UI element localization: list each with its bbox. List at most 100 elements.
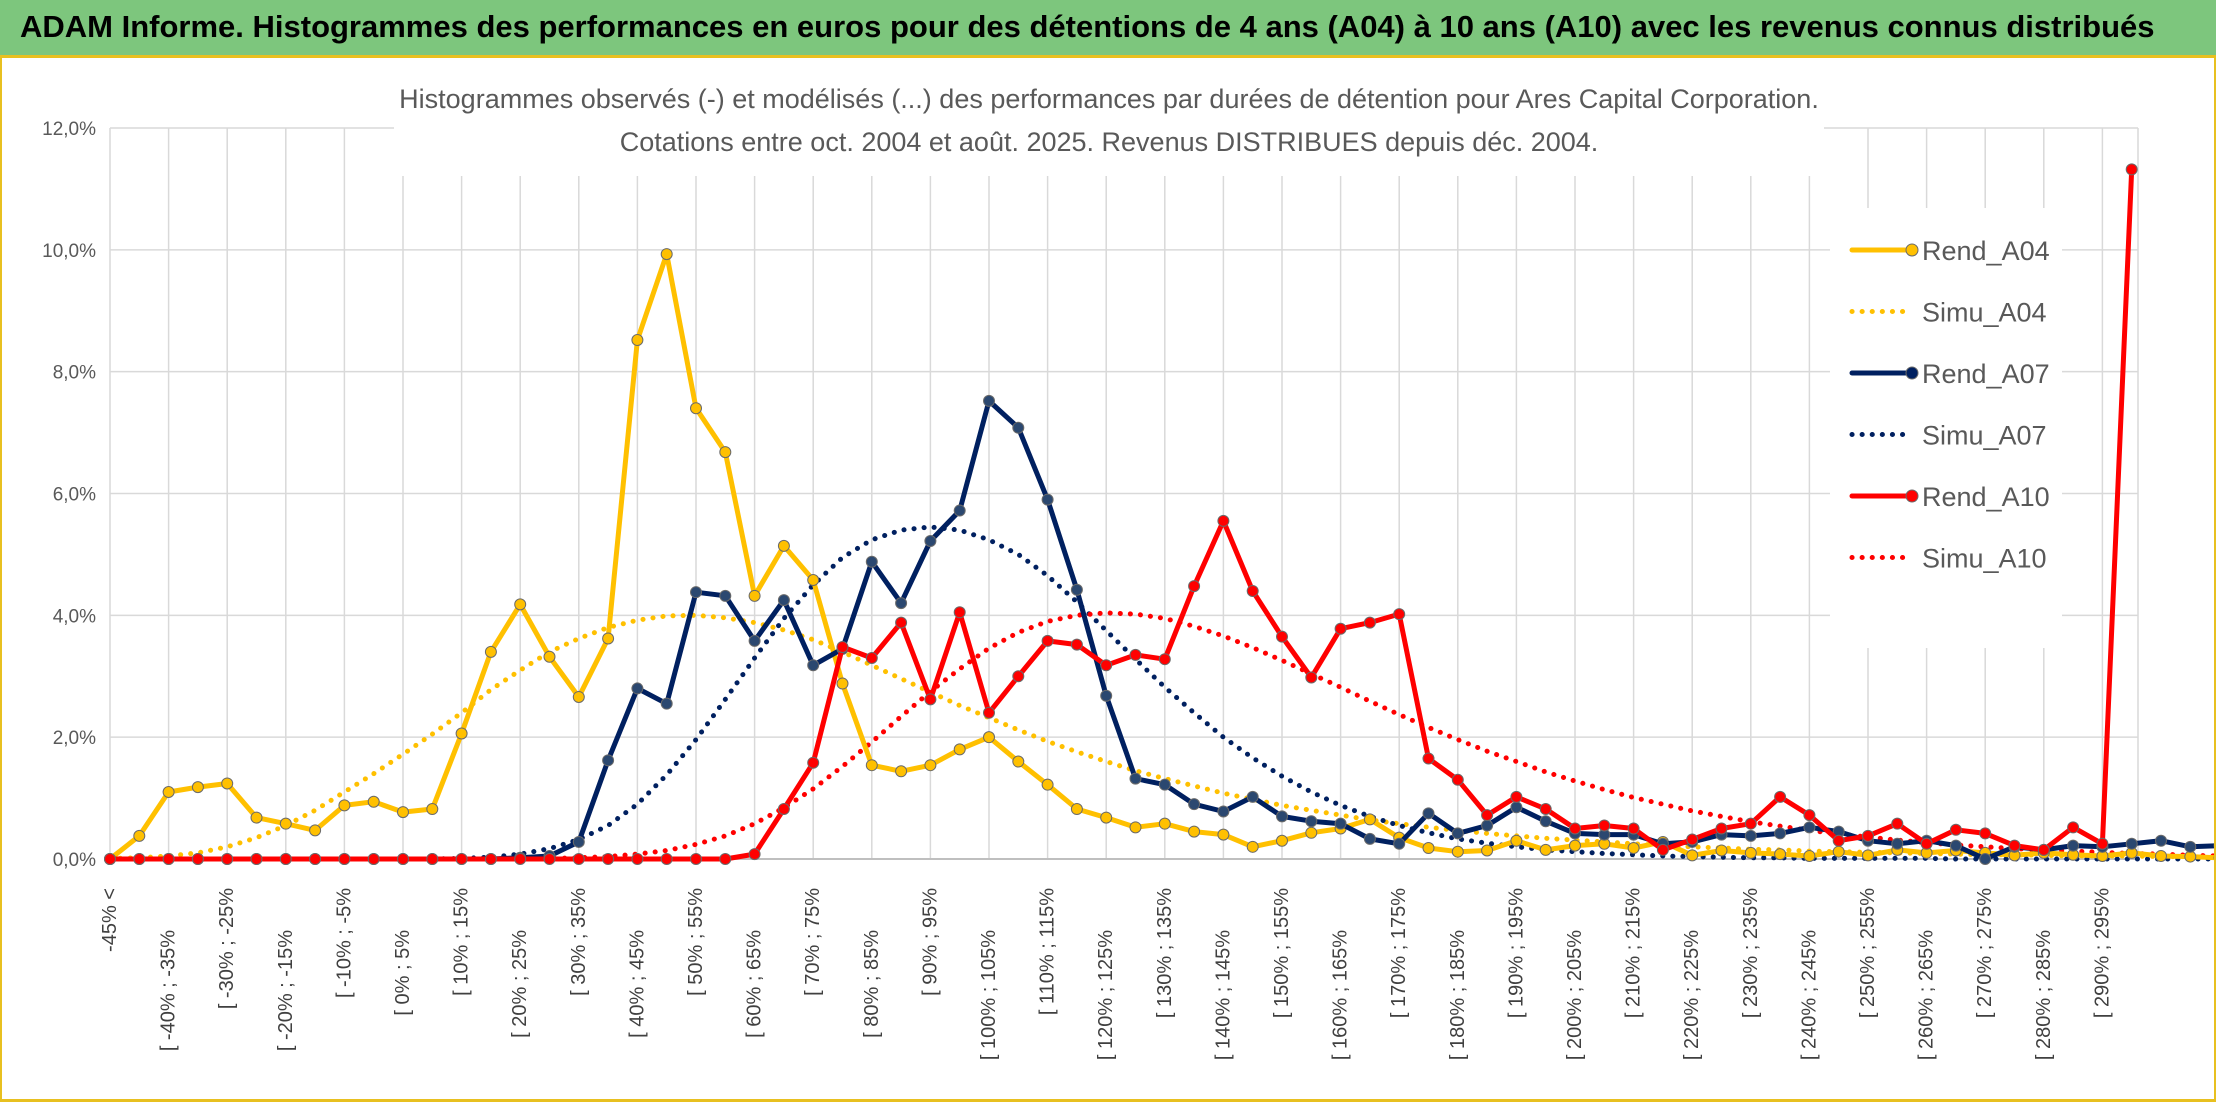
data-point: [250, 853, 263, 865]
x-tick-label: [ 260% ; 265%: [1916, 930, 1938, 1060]
data-point: [1188, 798, 1201, 811]
data-point: [1920, 837, 1933, 850]
data-point: [1158, 817, 1171, 830]
legend-label: Simu_A07: [1922, 421, 2047, 451]
data-point: [1100, 659, 1113, 672]
legend-item-Rend_A07: Rend_A07: [1849, 359, 2050, 389]
x-tick-label: [ 80% ; 85%: [861, 930, 883, 1038]
data-point: [1803, 821, 1816, 834]
data-point: [191, 853, 204, 865]
x-tick-label: [ 200% ; 205%: [1564, 930, 1586, 1060]
series-Rend_A10: [104, 163, 2138, 865]
data-point: [690, 586, 702, 599]
data-point: [865, 759, 878, 772]
x-tick-label: [ 280% ; 285%: [2033, 930, 2055, 1060]
data-point: [2125, 837, 2138, 850]
data-point: [1246, 584, 1259, 597]
data-point: [983, 706, 995, 719]
data-point: [1803, 809, 1816, 822]
data-point: [1422, 752, 1435, 765]
data-point: [191, 781, 204, 794]
data-point: [719, 589, 732, 602]
data-point: [953, 504, 966, 517]
chart-subtitle: Cotations entre oct. 2004 et août. 2025.…: [620, 127, 1599, 157]
data-point: [1393, 608, 1406, 621]
data-point: [719, 446, 732, 459]
legend-item-Rend_A04: Rend_A04: [1849, 236, 2050, 266]
data-point: [1949, 823, 1962, 836]
data-point: [1627, 822, 1640, 835]
legend-item-Simu_A07: Simu_A07: [1849, 421, 2047, 451]
data-point: [1569, 839, 1581, 852]
data-point: [455, 853, 468, 865]
data-point: [1129, 772, 1142, 785]
data-point: [1803, 849, 1816, 862]
data-point: [690, 853, 702, 865]
data-point: [2125, 163, 2138, 176]
y-tick-label: 10,0%: [42, 241, 96, 262]
data-point: [1539, 843, 1552, 856]
data-point: [602, 754, 615, 767]
data-point: [133, 829, 146, 842]
data-point: [1569, 822, 1581, 835]
x-tick-label: [ 230% ; 235%: [1740, 888, 1762, 1018]
legend-label: Rend_A07: [1922, 359, 2050, 389]
data-point: [1686, 833, 1699, 846]
x-tick-label: -45% <: [99, 888, 121, 952]
data-point: [1715, 822, 1728, 835]
data-point: [1481, 819, 1494, 832]
data-point: [807, 574, 820, 587]
data-point: [953, 606, 966, 619]
data-point: [2096, 837, 2109, 850]
data-point: [133, 853, 146, 865]
x-tick-label: [ -20% ; -15%: [275, 930, 297, 1051]
report-title: ADAM Informe. Histogrammes des performan…: [20, 9, 2155, 44]
x-tick-label: [ 290% ; 295%: [2091, 888, 2113, 1018]
legend-label: Rend_A04: [1922, 236, 2050, 266]
data-point: [631, 853, 644, 865]
legend-label: Rend_A10: [1922, 482, 2050, 512]
data-point: [367, 853, 380, 865]
data-point: [1451, 845, 1464, 858]
data-point: [2008, 839, 2021, 852]
data-point: [1217, 514, 1230, 527]
x-tick-label: [ 90% ; 95%: [919, 888, 941, 996]
data-point: [1070, 638, 1083, 651]
data-point: [836, 677, 849, 690]
data-point: [1217, 828, 1230, 841]
data-point: [104, 853, 116, 865]
data-point: [983, 731, 995, 744]
x-tick-label: [ 170% ; 175%: [1388, 888, 1410, 1018]
x-tick-label: [ 140% ; 145%: [1212, 930, 1234, 1060]
data-point: [1979, 853, 1992, 865]
x-tick-label: [ 210% ; 215%: [1623, 888, 1645, 1018]
data-point: [924, 535, 937, 548]
data-point: [2155, 834, 2167, 847]
x-tick-label: [ 220% ; 225%: [1681, 930, 1703, 1060]
data-point: [1774, 790, 1787, 803]
data-point: [1949, 839, 1962, 852]
y-tick-label: 2,0%: [53, 728, 96, 749]
x-tick-label: [ -30% ; -25%: [216, 888, 238, 1009]
legend-item-Rend_A10: Rend_A10: [1849, 482, 2050, 512]
data-point: [367, 795, 380, 808]
data-point: [514, 853, 527, 865]
data-point: [1891, 817, 1904, 830]
data-point: [631, 333, 644, 346]
data-point: [484, 645, 497, 658]
data-point: [1422, 842, 1435, 855]
gridlines: [109, 127, 2139, 860]
title-background: [394, 60, 1824, 176]
data-point: [1041, 778, 1054, 791]
y-tick-label: 6,0%: [53, 485, 96, 506]
data-point: [455, 727, 468, 740]
data-point: [1481, 809, 1494, 822]
data-point: [1363, 832, 1376, 845]
x-tick-label: [ 70% ; 75%: [802, 888, 824, 996]
data-point: [279, 853, 292, 865]
data-point: [836, 641, 849, 654]
data-point: [2067, 839, 2080, 852]
data-point: [1100, 811, 1113, 824]
data-point: [1158, 653, 1171, 666]
data-point: [865, 651, 878, 664]
